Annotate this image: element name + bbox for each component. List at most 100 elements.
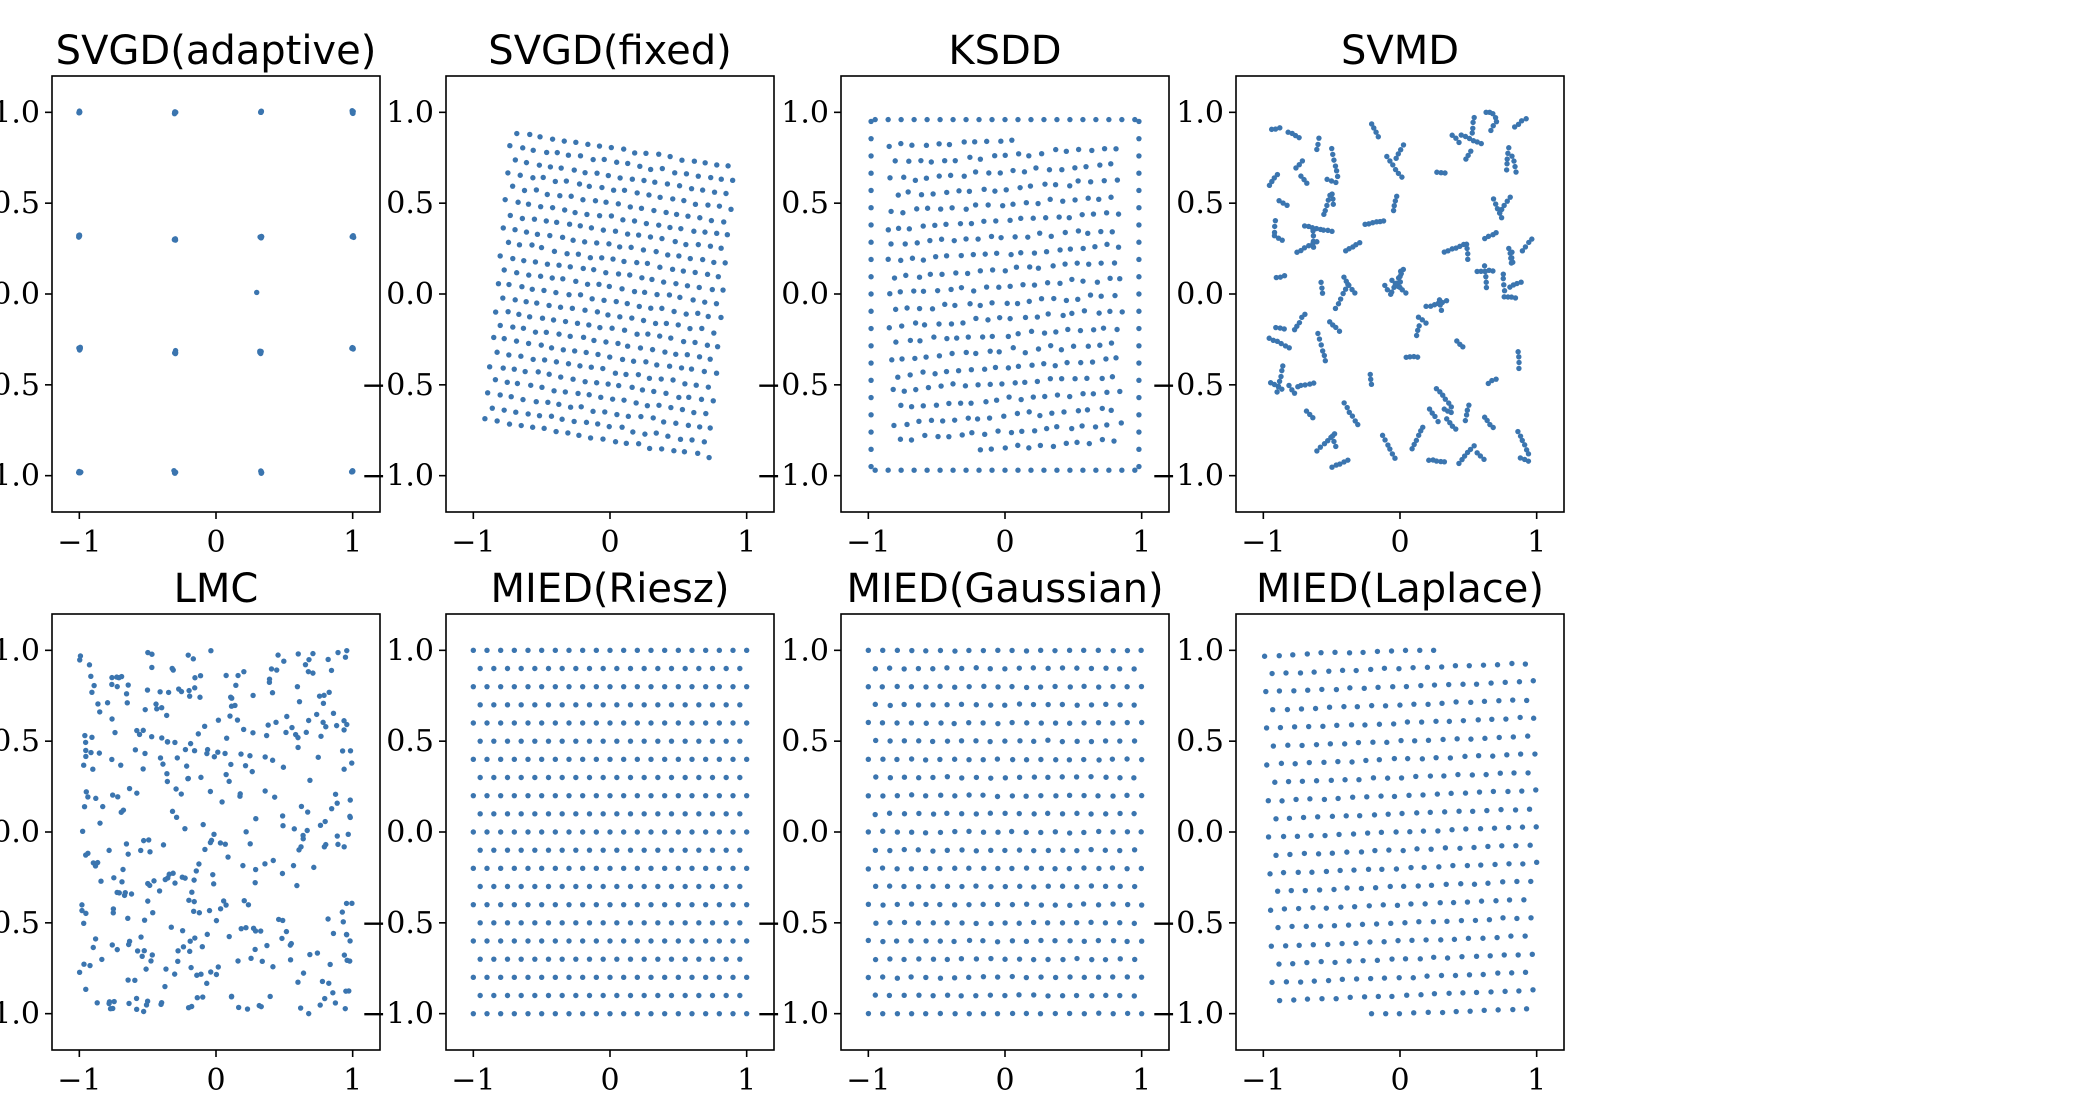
scatter-point bbox=[506, 281, 512, 288]
scatter-point bbox=[1493, 230, 1499, 236]
x-tick-label: 1 bbox=[343, 525, 362, 560]
scatter-point bbox=[614, 920, 620, 926]
scatter-point bbox=[518, 992, 524, 999]
scatter-point bbox=[1451, 936, 1458, 943]
scatter-point bbox=[538, 683, 545, 690]
scatter-point bbox=[952, 1010, 958, 1017]
scatter-point bbox=[227, 713, 233, 719]
scatter-point bbox=[252, 928, 259, 934]
y-tick-label: −1.0 bbox=[756, 459, 829, 494]
scatter-point bbox=[975, 382, 981, 388]
scatter-point bbox=[634, 683, 641, 690]
scatter-point bbox=[630, 429, 636, 435]
scatter-point bbox=[1031, 774, 1038, 780]
scatter-point bbox=[99, 956, 105, 963]
scatter-point bbox=[194, 995, 200, 1001]
scatter-point bbox=[586, 920, 593, 926]
scatter-point bbox=[894, 756, 900, 763]
scatter-point bbox=[1523, 697, 1530, 704]
scatter-point bbox=[532, 665, 538, 672]
scatter-point bbox=[313, 711, 320, 718]
scatter-point bbox=[1060, 847, 1066, 853]
scatter-point bbox=[1063, 440, 1070, 447]
scatter-point bbox=[1495, 1007, 1501, 1013]
scatter-point bbox=[1470, 125, 1476, 131]
scatter-point bbox=[981, 366, 988, 372]
scatter-point bbox=[185, 652, 191, 658]
scatter-point bbox=[743, 1010, 750, 1017]
scatter-point bbox=[549, 204, 556, 211]
scatter-point bbox=[671, 308, 677, 315]
scatter-point bbox=[149, 952, 155, 958]
scatter-point bbox=[217, 840, 224, 846]
scatter-point bbox=[593, 901, 600, 908]
scatter-point bbox=[495, 281, 502, 287]
scatter-point bbox=[1095, 719, 1102, 726]
scatter-point bbox=[1483, 284, 1490, 291]
scatter-point bbox=[310, 670, 316, 676]
scatter-point bbox=[651, 388, 657, 395]
scatter-point bbox=[620, 865, 627, 872]
scatter-point bbox=[195, 731, 202, 737]
scatter-point bbox=[944, 665, 950, 671]
scatter-point bbox=[1450, 899, 1457, 906]
scatter-point bbox=[682, 992, 688, 999]
scatter-point bbox=[1494, 205, 1501, 212]
scatter-point bbox=[1380, 902, 1386, 908]
scatter-point bbox=[123, 691, 130, 697]
scatter-point bbox=[1481, 698, 1488, 705]
scatter-point bbox=[553, 428, 559, 435]
scatter-point bbox=[1441, 773, 1447, 779]
scatter-point bbox=[937, 647, 944, 654]
scatter-point bbox=[1095, 902, 1102, 908]
scatter-point bbox=[1060, 312, 1066, 319]
scatter-point bbox=[686, 394, 692, 400]
scatter-point bbox=[1038, 720, 1044, 726]
scatter-point bbox=[1490, 753, 1496, 759]
scatter-point bbox=[620, 683, 627, 690]
scatter-point bbox=[684, 352, 691, 358]
scatter-point bbox=[1074, 665, 1080, 671]
scatter-point bbox=[698, 396, 705, 403]
scatter-point bbox=[1310, 941, 1317, 948]
scatter-point bbox=[668, 404, 674, 411]
scatter-point bbox=[1463, 156, 1469, 162]
scatter-point bbox=[916, 738, 922, 744]
scatter-point bbox=[1481, 1007, 1487, 1014]
scatter-point bbox=[1533, 787, 1539, 793]
scatter-point bbox=[1283, 979, 1290, 985]
scatter-point bbox=[895, 192, 901, 198]
scatter-point bbox=[977, 302, 983, 309]
scatter-point bbox=[593, 1010, 600, 1017]
scatter-point bbox=[639, 275, 645, 281]
scatter-point bbox=[538, 974, 545, 981]
scatter-point bbox=[573, 956, 579, 962]
scatter-point bbox=[1418, 719, 1425, 725]
scatter-point bbox=[609, 325, 615, 331]
scatter-point bbox=[948, 286, 954, 293]
scatter-point bbox=[1483, 771, 1489, 778]
scatter-point bbox=[925, 384, 932, 391]
scatter-point bbox=[606, 283, 613, 290]
scatter-point bbox=[658, 376, 664, 382]
scatter-point bbox=[709, 702, 716, 708]
scatter-point bbox=[539, 315, 546, 321]
scatter-point bbox=[1117, 388, 1123, 395]
scatter-point bbox=[1459, 456, 1465, 463]
scatter-point bbox=[938, 720, 944, 726]
scatter-point bbox=[743, 901, 750, 908]
scatter-point bbox=[1113, 146, 1119, 152]
scatter-point bbox=[548, 345, 555, 351]
scatter-point bbox=[1281, 273, 1288, 279]
scatter-point bbox=[943, 368, 950, 375]
scatter-point bbox=[702, 756, 709, 763]
scatter-point bbox=[673, 351, 679, 357]
scatter-point bbox=[1469, 130, 1475, 136]
scatter-point bbox=[1092, 424, 1099, 430]
scatter-point bbox=[1441, 249, 1447, 255]
scatter-point bbox=[204, 750, 210, 757]
scatter-point bbox=[1514, 878, 1520, 885]
scatter-point bbox=[566, 291, 572, 298]
scatter-point bbox=[1282, 943, 1289, 949]
scatter-point bbox=[484, 792, 490, 799]
